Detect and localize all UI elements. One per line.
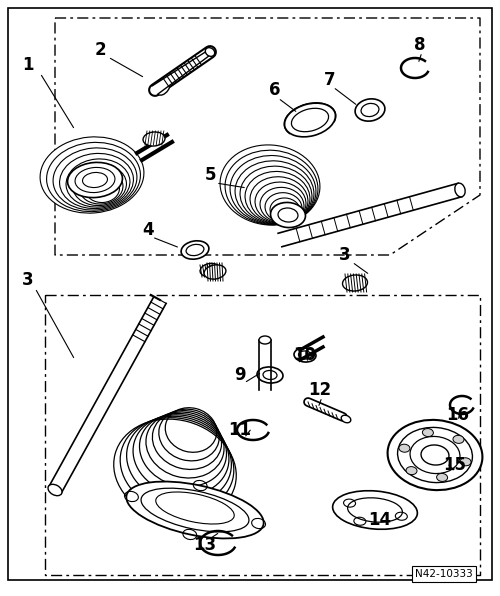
Ellipse shape <box>259 336 271 344</box>
Text: 10: 10 <box>294 346 316 364</box>
Ellipse shape <box>270 203 306 228</box>
Ellipse shape <box>422 429 434 437</box>
Ellipse shape <box>114 419 236 521</box>
Ellipse shape <box>220 145 320 225</box>
Ellipse shape <box>332 491 418 529</box>
Ellipse shape <box>206 48 214 57</box>
Text: 11: 11 <box>228 421 252 439</box>
Ellipse shape <box>455 183 465 197</box>
Text: 7: 7 <box>324 71 336 89</box>
Ellipse shape <box>40 137 144 213</box>
Text: 2: 2 <box>94 41 106 59</box>
Text: 3: 3 <box>22 271 34 289</box>
Ellipse shape <box>388 420 482 490</box>
Ellipse shape <box>181 241 209 259</box>
Ellipse shape <box>355 99 385 121</box>
Text: 4: 4 <box>142 221 154 239</box>
Text: N42-10333: N42-10333 <box>415 569 473 579</box>
Text: 14: 14 <box>368 511 392 529</box>
Ellipse shape <box>436 473 448 482</box>
Text: 5: 5 <box>204 166 216 184</box>
Ellipse shape <box>406 467 417 474</box>
Ellipse shape <box>68 162 122 198</box>
Ellipse shape <box>126 482 264 538</box>
Text: 9: 9 <box>234 366 246 384</box>
Text: 1: 1 <box>22 56 34 74</box>
Ellipse shape <box>257 367 283 383</box>
Text: 15: 15 <box>444 456 466 474</box>
Ellipse shape <box>453 435 464 443</box>
Ellipse shape <box>399 444 410 452</box>
Text: 16: 16 <box>446 406 469 424</box>
Ellipse shape <box>156 79 170 95</box>
Text: 3: 3 <box>339 246 351 264</box>
Ellipse shape <box>284 103 336 137</box>
Text: 6: 6 <box>269 81 281 99</box>
Text: 12: 12 <box>308 381 332 399</box>
Ellipse shape <box>294 348 316 362</box>
Ellipse shape <box>421 445 449 465</box>
Ellipse shape <box>460 458 471 466</box>
Text: 8: 8 <box>414 36 426 54</box>
Ellipse shape <box>143 132 165 146</box>
Ellipse shape <box>48 485 62 496</box>
Ellipse shape <box>341 415 351 423</box>
Ellipse shape <box>342 275 367 291</box>
Text: 13: 13 <box>194 536 216 554</box>
Ellipse shape <box>204 265 226 279</box>
Ellipse shape <box>200 263 220 277</box>
